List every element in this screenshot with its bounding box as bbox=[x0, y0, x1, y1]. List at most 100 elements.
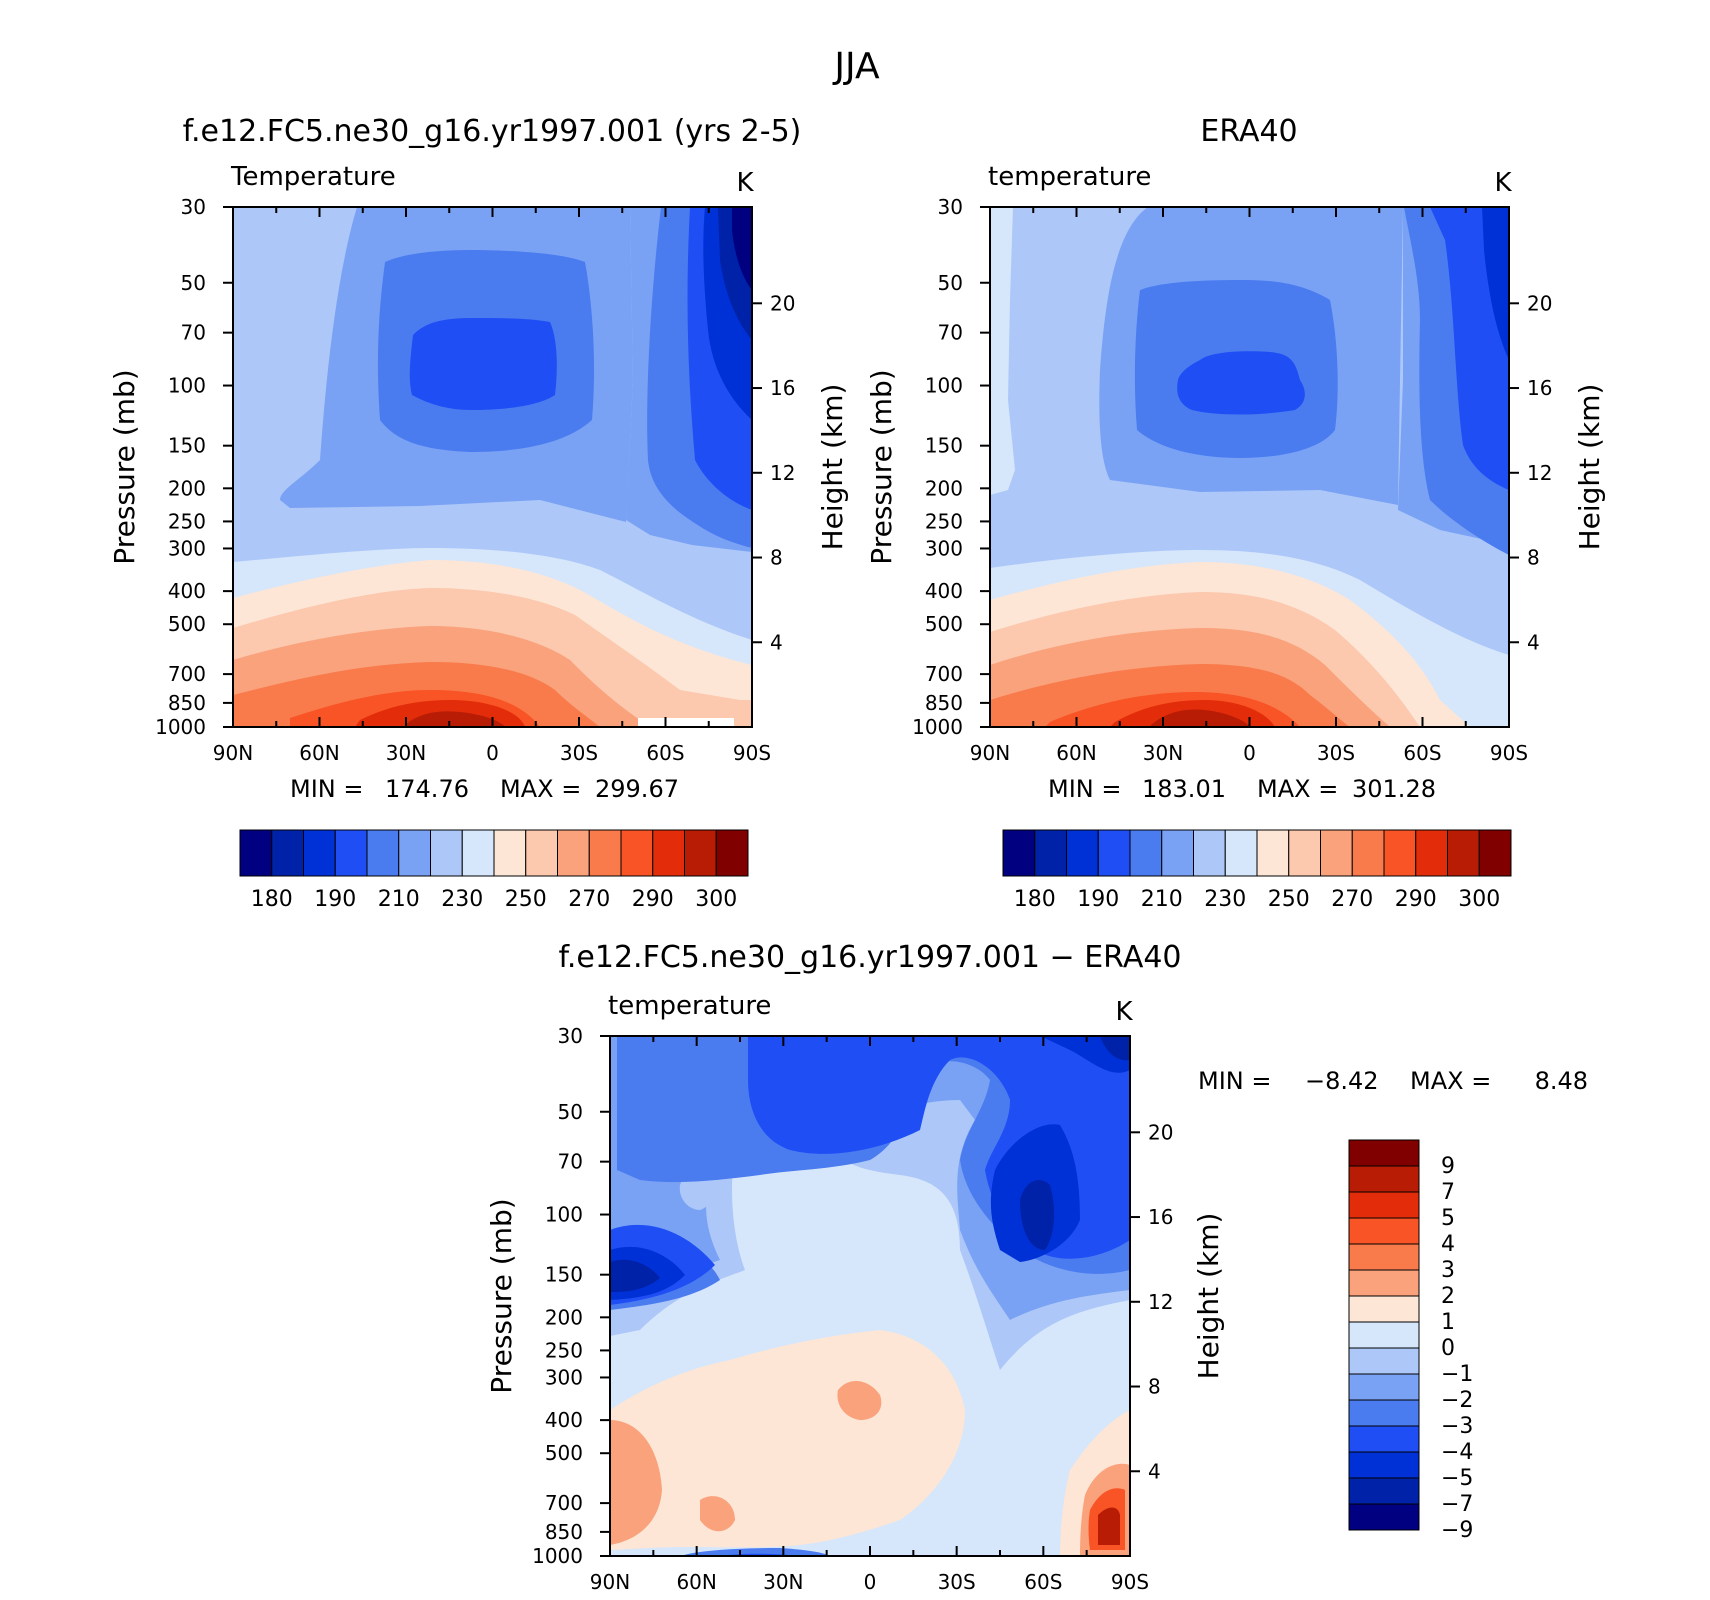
y-tick-label: 200 bbox=[925, 476, 963, 500]
colorbar-label: 210 bbox=[378, 887, 420, 912]
band-pos1 bbox=[610, 1330, 965, 1550]
colorbar-label: 230 bbox=[1204, 887, 1246, 912]
x-tick-label: 90N bbox=[213, 741, 253, 765]
y-tick-label: 300 bbox=[168, 536, 206, 560]
y2-tick-label: 20 bbox=[1148, 1120, 1173, 1144]
y2-tick-label: 20 bbox=[770, 291, 795, 315]
variable-label: temperature bbox=[608, 991, 771, 1021]
colorbar-swatch bbox=[1320, 829, 1353, 877]
colorbar-label: 230 bbox=[441, 887, 483, 912]
units-label: K bbox=[1115, 997, 1133, 1027]
x-tick-label: 30N bbox=[386, 741, 426, 765]
colorbar-swatch bbox=[1348, 1165, 1420, 1193]
y-tick-label: 250 bbox=[168, 509, 206, 533]
colorbar-label: 5 bbox=[1441, 1206, 1455, 1231]
y-tick-label: 70 bbox=[558, 1150, 583, 1174]
colorbar-swatch bbox=[588, 829, 622, 877]
max-label: MAX = bbox=[500, 775, 581, 803]
max-label: MAX = bbox=[1257, 775, 1338, 803]
y2-tick-label: 12 bbox=[1527, 461, 1552, 485]
units-label: K bbox=[736, 168, 754, 198]
y2-tick-label: 4 bbox=[1148, 1459, 1161, 1483]
colorbar-swatch bbox=[1348, 1295, 1420, 1323]
y-tick-label: 250 bbox=[545, 1338, 583, 1362]
min-value: 183.01 bbox=[1142, 775, 1226, 803]
y-tick-label: 300 bbox=[925, 536, 963, 560]
colorbar-swatch bbox=[1348, 1373, 1420, 1401]
colorbar-swatch bbox=[1097, 829, 1131, 877]
x-tick-label: 30S bbox=[1317, 741, 1355, 765]
colorbar-swatch bbox=[620, 829, 654, 877]
colorbar-swatch bbox=[461, 829, 495, 877]
max-value: 299.67 bbox=[595, 775, 679, 803]
panel-title: f.e12.FC5.ne30_g16.yr1997.001 − ERA40 bbox=[558, 940, 1181, 975]
panel-diff: f.e12.FC5.ne30_g16.yr1997.001 − ERA40 te… bbox=[485, 940, 1588, 1594]
colorbar-label: 250 bbox=[505, 887, 547, 912]
y-tick-label: 150 bbox=[925, 434, 963, 458]
x-tick-label: 0 bbox=[1243, 741, 1256, 765]
colorbar-label: −2 bbox=[1441, 1388, 1473, 1413]
colorbar-swatch bbox=[1348, 1139, 1420, 1167]
min-label: MIN = bbox=[290, 775, 363, 803]
y2-tick-label: 8 bbox=[1527, 546, 1540, 570]
min-value: −8.42 bbox=[1305, 1067, 1379, 1095]
colorbar-swatch bbox=[1256, 829, 1290, 877]
band-295 bbox=[1150, 709, 1250, 727]
colorbar-swatch bbox=[366, 829, 400, 877]
colorbar: 180 190 210 230 250 270 290 300 bbox=[1002, 829, 1512, 912]
colorbar-swatch bbox=[1348, 1477, 1420, 1505]
y-tick-label: 150 bbox=[545, 1263, 583, 1287]
max-value: 8.48 bbox=[1535, 1067, 1588, 1095]
y2-tick-label: 4 bbox=[1527, 630, 1540, 654]
colorbar-swatch bbox=[1066, 829, 1099, 877]
band-190 bbox=[409, 318, 557, 410]
colorbar: 180 190 210 230 250 270 290 300 bbox=[239, 829, 749, 912]
y-tick-label: 400 bbox=[925, 579, 963, 603]
colorbar-label: 210 bbox=[1141, 887, 1183, 912]
colorbar-label: 9 bbox=[1441, 1154, 1455, 1179]
band-230-north bbox=[990, 207, 1015, 495]
contour-field bbox=[610, 1036, 1130, 1556]
min-max-stats: MIN = 174.76 MAX = 299.67 bbox=[290, 775, 679, 803]
y-axis-title: Pressure (mb) bbox=[865, 369, 898, 564]
colorbar-label: 270 bbox=[568, 887, 610, 912]
variable-label: temperature bbox=[988, 162, 1151, 192]
y-tick-label: 200 bbox=[545, 1305, 583, 1329]
colorbar-swatch bbox=[1348, 1321, 1420, 1349]
colorbar-swatch bbox=[1348, 1347, 1420, 1375]
colorbar-label: 7 bbox=[1441, 1180, 1455, 1205]
y2-axis-title: Height (km) bbox=[1192, 1213, 1225, 1380]
x-tick-label: 60N bbox=[299, 741, 339, 765]
panel-title: ERA40 bbox=[1200, 114, 1297, 149]
y2-tick-label: 4 bbox=[770, 630, 783, 654]
colorbar-swatch bbox=[1348, 1269, 1420, 1297]
y2-axis-title: Height (km) bbox=[816, 384, 849, 551]
y-tick-label: 250 bbox=[925, 509, 963, 533]
colorbar-label: 180 bbox=[251, 887, 293, 912]
colorbar-label: −3 bbox=[1441, 1414, 1473, 1439]
y-tick-label: 300 bbox=[545, 1365, 583, 1389]
min-label: MIN = bbox=[1048, 775, 1121, 803]
colorbar-label: 3 bbox=[1441, 1258, 1455, 1283]
colorbar-swatch bbox=[715, 829, 749, 877]
y-tick-label: 30 bbox=[938, 195, 963, 219]
y2-tick-label: 8 bbox=[1148, 1375, 1161, 1399]
colorbar-label: 300 bbox=[695, 887, 737, 912]
x-tick-label: 60S bbox=[646, 741, 684, 765]
band-295 bbox=[405, 711, 505, 727]
colorbar-swatch bbox=[1348, 1191, 1420, 1219]
y-tick-label: 100 bbox=[168, 374, 206, 398]
variable-label: Temperature bbox=[230, 162, 396, 192]
y-tick-label: 400 bbox=[545, 1408, 583, 1432]
y-tick-label: 30 bbox=[558, 1024, 583, 1048]
y2-tick-label: 20 bbox=[1527, 291, 1552, 315]
axes-model: 90N 60N 30N 0 30S 60S 90S 30 50 70 100 150 200 250 300… bbox=[155, 195, 795, 765]
band-neg-surface bbox=[680, 1548, 830, 1556]
colorbar-label: 4 bbox=[1441, 1232, 1455, 1257]
band-pos7-south bbox=[1098, 1507, 1120, 1545]
x-tick-label: 30S bbox=[938, 1570, 976, 1594]
colorbar-swatch bbox=[1447, 829, 1480, 877]
y2-tick-label: 16 bbox=[770, 376, 795, 400]
band-pos2 bbox=[610, 1380, 882, 1545]
